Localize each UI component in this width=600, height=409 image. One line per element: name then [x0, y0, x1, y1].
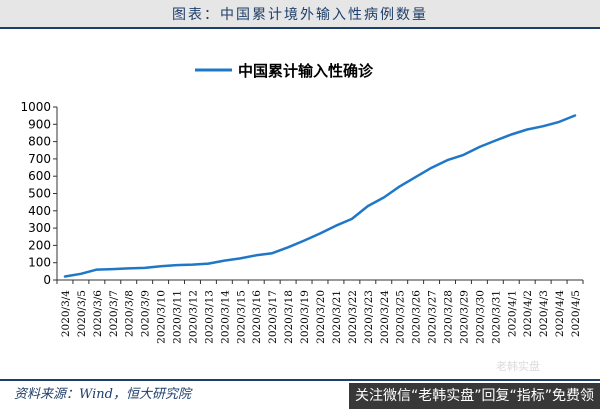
y-tick-label: 200 — [28, 238, 51, 252]
x-tick-label: 2020/3/29 — [458, 290, 470, 344]
x-tick-label: 2020/3/14 — [219, 290, 231, 344]
x-tick-label: 2020/3/20 — [315, 290, 327, 344]
x-tick-label: 2020/3/6 — [92, 290, 104, 337]
y-tick-label: 800 — [28, 135, 51, 149]
faint-watermark: 老韩实盘 — [496, 360, 540, 373]
data-source: 资料来源：Wind，恒大研究院 — [14, 387, 191, 402]
x-tick-label: 2020/3/10 — [156, 290, 168, 344]
x-tick-label: 2020/3/4 — [60, 290, 72, 337]
x-tick-label: 2020/3/12 — [187, 290, 199, 344]
x-tick-label: 2020/3/16 — [251, 290, 263, 344]
x-tick-label: 2020/3/13 — [203, 290, 215, 344]
x-tick-label: 2020/3/24 — [379, 290, 391, 344]
y-tick-label: 500 — [28, 187, 51, 201]
header-rule — [0, 27, 600, 29]
x-tick-label: 2020/3/7 — [108, 290, 120, 337]
legend-label: 中国累计输入性确诊 — [238, 62, 374, 80]
x-tick-label: 2020/4/1 — [506, 290, 518, 337]
x-tick-label: 2020/3/26 — [411, 290, 423, 344]
x-tick-label: 2020/3/5 — [76, 290, 88, 337]
footer-rule — [0, 379, 600, 381]
x-tick-label: 2020/3/17 — [267, 290, 279, 344]
x-tick-label: 2020/4/3 — [538, 290, 550, 337]
line-chart: 中国累计输入性确诊 0 100 200 300 400 500 600 700 800 900 100… — [20, 62, 584, 344]
x-tick-label: 2020/3/18 — [283, 290, 295, 344]
x-tick-label: 2020/3/31 — [490, 290, 502, 344]
header-bar — [0, 0, 600, 27]
x-tick-label: 2020/3/8 — [124, 290, 136, 337]
x-tick-label: 2020/3/25 — [395, 290, 407, 344]
x-tick-label: 2020/3/15 — [235, 290, 247, 344]
x-tick-label: 2020/3/28 — [443, 290, 455, 344]
x-tick-label: 2020/3/21 — [331, 290, 343, 344]
x-tick-label: 2020/3/11 — [172, 290, 184, 344]
x-tick-label: 2020/3/27 — [427, 290, 439, 344]
x-tick-label: 2020/4/4 — [554, 290, 566, 337]
y-tick-label: 700 — [28, 152, 51, 166]
y-tick-label: 100 — [28, 256, 51, 270]
x-tick-label: 2020/4/5 — [570, 290, 582, 337]
x-tick-label: 2020/3/23 — [363, 290, 375, 344]
watermark-banner: 关注微信“老韩实盘”回复“指标”免费领 — [348, 383, 600, 409]
series-line — [63, 114, 577, 278]
x-tick-label: 2020/3/19 — [299, 290, 311, 344]
x-tick-label: 2020/4/2 — [522, 290, 534, 337]
x-tick-label: 2020/3/22 — [347, 290, 359, 344]
y-tick-label: 300 — [28, 221, 51, 235]
y-tick-label: 1000 — [20, 100, 51, 114]
y-tick-label: 900 — [28, 117, 51, 131]
y-tick-label: 0 — [43, 273, 51, 287]
chart-caption: 图表：中国累计境外输入性病例数量 — [172, 7, 428, 23]
x-tick-label: 2020/3/9 — [140, 290, 152, 337]
y-tick-label: 400 — [28, 204, 51, 218]
y-tick-label: 600 — [28, 169, 51, 183]
x-tick-label: 2020/3/30 — [474, 290, 486, 344]
